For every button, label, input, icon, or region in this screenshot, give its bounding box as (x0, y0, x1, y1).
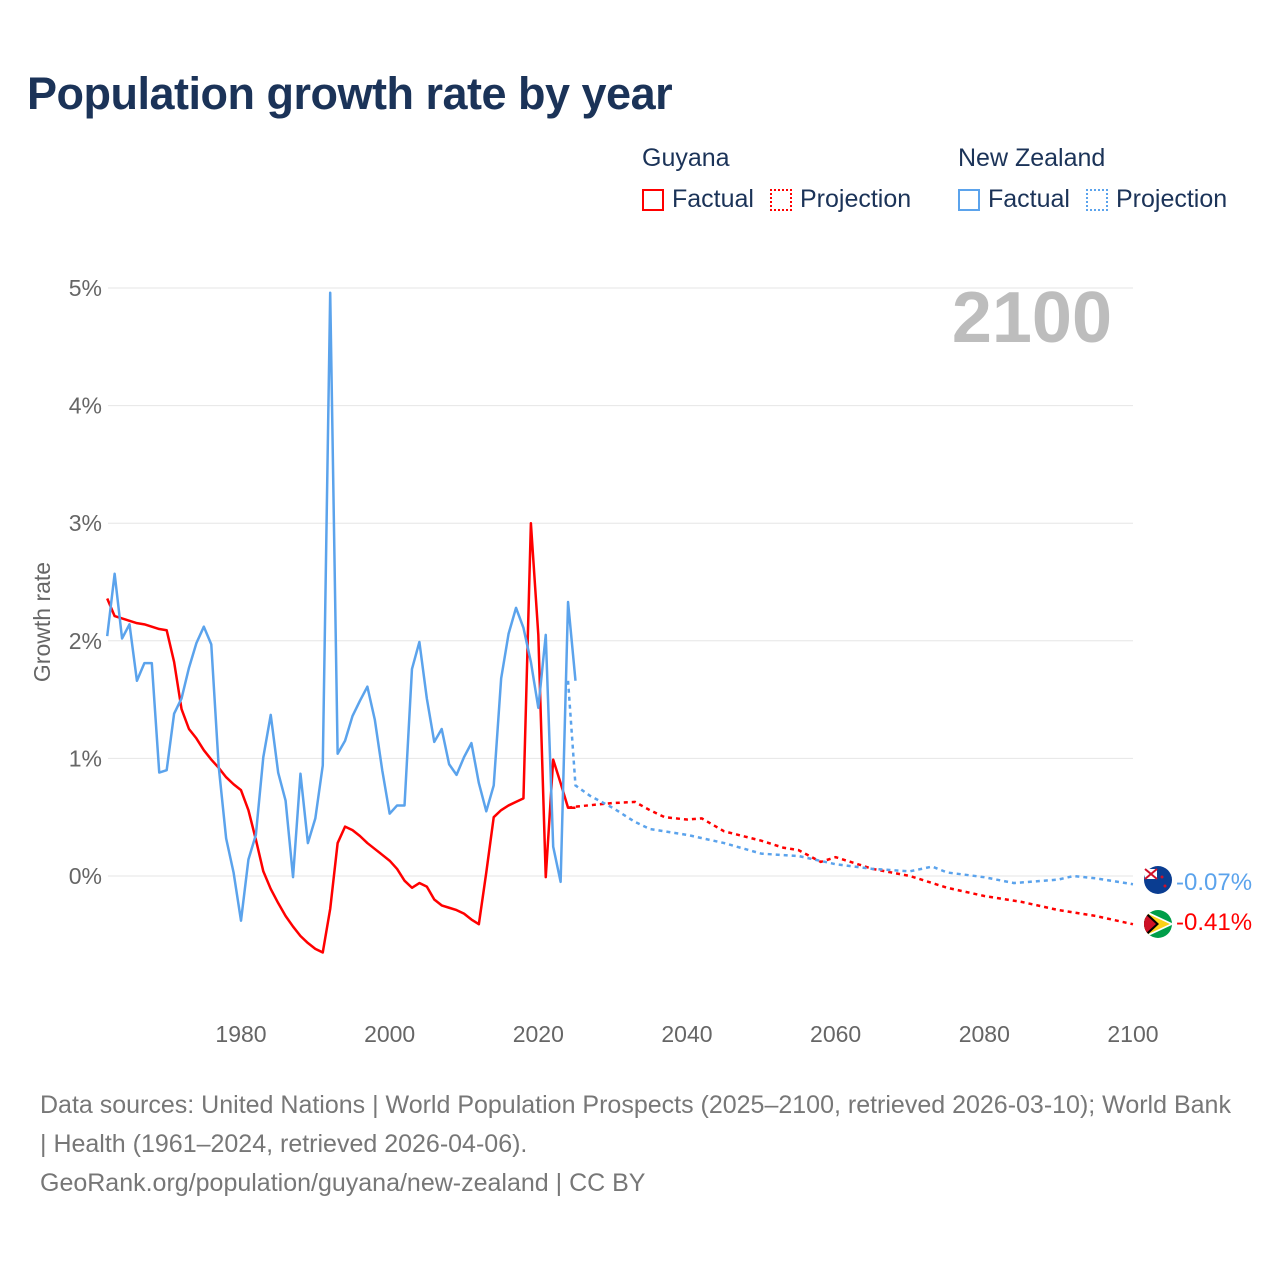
new-zealand-projection-line (566, 680, 1134, 886)
legend-swatch-dotted (769, 188, 792, 211)
y-tick-label: 2% (69, 628, 102, 654)
source-link[interactable]: GeoRank.org/population/guyana/new-zealan… (40, 1169, 646, 1197)
y-tick-label: 5% (69, 275, 102, 301)
guyana-end-value: -0.41% (1176, 909, 1252, 936)
legend-guyana-projection[interactable]: Projection (769, 185, 912, 214)
guyana-factual-line (106, 521, 576, 954)
year-label: 2100 (952, 278, 1112, 358)
legend-swatch-dotted (1085, 188, 1108, 211)
x-tick-label: 2000 (364, 1021, 415, 1047)
legend-group-title: New Zealand (958, 144, 1106, 172)
y-tick-label: 3% (69, 510, 102, 536)
y-axis-label: Growth rate (29, 562, 55, 682)
y-tick-label: 1% (69, 745, 102, 771)
new-zealand-end-value: -0.07% (1176, 869, 1252, 896)
x-tick-label: 2080 (959, 1021, 1010, 1047)
legend-label: Projection (799, 185, 912, 213)
legend-group-guyana: Guyana Factual Projection (642, 144, 927, 214)
legend-group-new-zealand: New Zealand Factual Projection (958, 144, 1243, 214)
legend-label: Factual (988, 185, 1070, 213)
legend-guyana-factual[interactable]: Factual (642, 185, 754, 214)
x-tick-label: 2060 (810, 1021, 861, 1047)
legend-group-title: Guyana (642, 144, 730, 172)
y-tick-label: 4% (69, 393, 102, 419)
x-tick-label: 2020 (513, 1021, 564, 1047)
x-tick-label: 2100 (1107, 1021, 1158, 1047)
guyana-projection-line (567, 800, 1134, 926)
chart-title: Population growth rate by year (27, 68, 673, 119)
x-tick-label: 1980 (215, 1021, 266, 1047)
legend-swatch-solid (642, 188, 664, 211)
guyana-flag-icon (1144, 910, 1172, 938)
legend-swatch-solid (958, 188, 980, 211)
legend-nz-factual[interactable]: Factual (958, 185, 1070, 214)
y-tick-label: 0% (69, 863, 102, 889)
legend-label: Factual (672, 185, 754, 213)
footer: Data sources: United Nations | World Pop… (40, 1086, 1240, 1203)
new-zealand-flag-icon (1144, 866, 1172, 894)
legend-nz-projection[interactable]: Projection (1085, 185, 1228, 214)
x-tick-label: 2040 (661, 1021, 712, 1047)
legend-label: Projection (1115, 185, 1228, 213)
data-sources: Data sources: United Nations | World Pop… (40, 1091, 1231, 1158)
new-zealand-factual-line (105, 291, 577, 922)
